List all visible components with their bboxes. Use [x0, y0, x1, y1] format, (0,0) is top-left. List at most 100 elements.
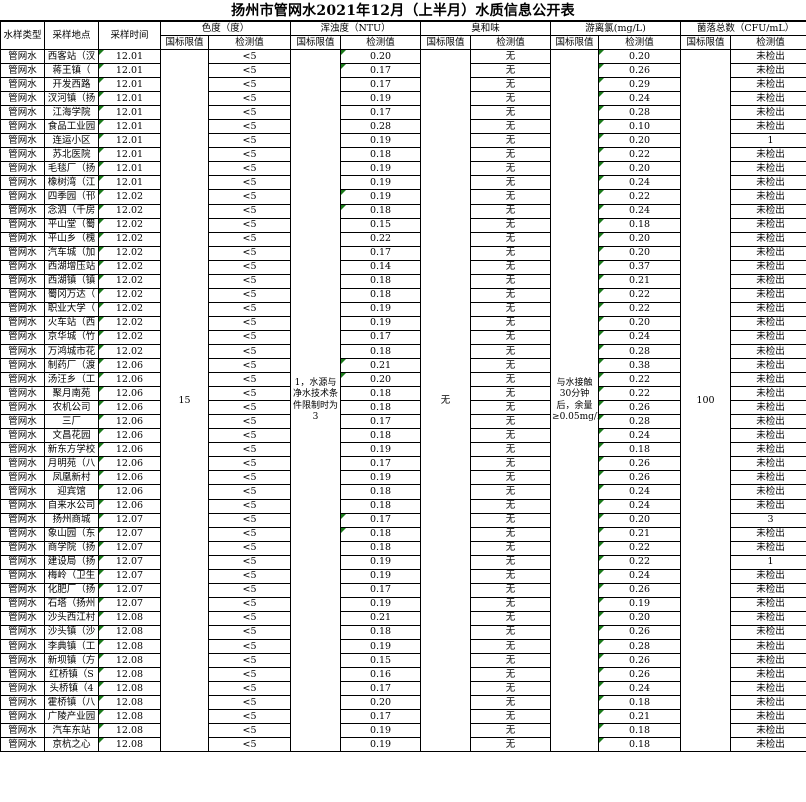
cell-sample-location[interactable]: 火车站（西	[44, 315, 99, 331]
cell-sample-time[interactable]: 12.08	[98, 723, 161, 739]
cell-sample-type[interactable]: 管网水	[0, 48, 45, 65]
cell-color-value[interactable]: <5	[207, 119, 292, 135]
cell-odor-value[interactable]: 无	[470, 189, 552, 205]
cell-sample-type[interactable]: 管网水	[0, 161, 45, 177]
cell-turbidity-value[interactable]: 0.22	[340, 231, 422, 247]
cell-sample-location[interactable]: 汽车东站	[44, 723, 99, 739]
cell-sample-location[interactable]: 四季园（邗	[44, 189, 99, 205]
cell-sample-location[interactable]: 蒋王镇（	[44, 63, 99, 79]
cell-odor-value[interactable]: 无	[470, 231, 552, 247]
cell-turbidity-value[interactable]: 0.21	[340, 610, 422, 626]
cell-color-value[interactable]: <5	[207, 554, 292, 570]
cell-sample-location[interactable]: 西客站（汊	[44, 48, 99, 65]
cell-turbidity-value[interactable]: 0.16	[340, 667, 422, 683]
cell-sample-type[interactable]: 管网水	[0, 526, 45, 542]
cell-colony-value[interactable]: 未检出	[730, 568, 806, 584]
cell-color-value[interactable]: <5	[207, 695, 292, 711]
cell-sample-time[interactable]: 12.08	[98, 610, 161, 626]
cell-odor-value[interactable]: 无	[470, 77, 552, 93]
cell-sample-location[interactable]: 连运小区	[44, 133, 99, 149]
cell-chlorine-value[interactable]: 0.24	[598, 498, 682, 514]
cell-chlorine-value[interactable]: 0.18	[598, 442, 682, 458]
cell-sample-type[interactable]: 管网水	[0, 610, 45, 626]
cell-turbidity-value[interactable]: 0.17	[340, 77, 422, 93]
cell-sample-time[interactable]: 12.01	[98, 91, 161, 107]
cell-sample-time[interactable]: 12.02	[98, 245, 161, 261]
cell-sample-type[interactable]: 管网水	[0, 695, 45, 711]
cell-odor-value[interactable]: 无	[470, 526, 552, 542]
cell-sample-type[interactable]: 管网水	[0, 231, 45, 247]
cell-sample-time[interactable]: 12.07	[98, 568, 161, 584]
cell-sample-time[interactable]: 12.07	[98, 526, 161, 542]
cell-odor-value[interactable]: 无	[470, 442, 552, 458]
cell-sample-location[interactable]: 广陵产业园	[44, 709, 99, 725]
cell-sample-time[interactable]: 12.06	[98, 498, 161, 514]
cell-odor-value[interactable]: 无	[470, 133, 552, 149]
cell-colony-value[interactable]: 未检出	[730, 414, 806, 430]
cell-chlorine-value[interactable]: 0.26	[598, 63, 682, 79]
cell-turbidity-value[interactable]: 0.17	[340, 329, 422, 345]
cell-sample-location[interactable]: 西湖增压站	[44, 259, 99, 275]
cell-color-value[interactable]: <5	[207, 624, 292, 640]
cell-turbidity-value[interactable]: 0.18	[340, 526, 422, 542]
cell-odor-value[interactable]: 无	[470, 428, 552, 444]
cell-chlorine-value[interactable]: 0.22	[598, 386, 682, 402]
cell-chlorine-value[interactable]: 0.28	[598, 414, 682, 430]
cell-sample-location[interactable]: 平山堂（蜀	[44, 217, 99, 233]
cell-chlorine-value[interactable]: 0.18	[598, 723, 682, 739]
cell-colony-value[interactable]: 未检出	[730, 667, 806, 683]
cell-odor-value[interactable]: 无	[470, 217, 552, 233]
cell-odor-value[interactable]: 无	[470, 653, 552, 669]
cell-colony-value[interactable]: 3	[730, 512, 806, 528]
cell-sample-time[interactable]: 12.01	[98, 77, 161, 93]
cell-sample-type[interactable]: 管网水	[0, 512, 45, 528]
cell-sample-time[interactable]: 12.08	[98, 653, 161, 669]
cell-chlorine-value[interactable]: 0.26	[598, 653, 682, 669]
cell-color-value[interactable]: <5	[207, 653, 292, 669]
cell-odor-value[interactable]: 无	[470, 540, 552, 556]
cell-odor-value[interactable]: 无	[470, 343, 552, 360]
cell-sample-location[interactable]: 月明苑（八	[44, 456, 99, 472]
cell-odor-value[interactable]: 无	[470, 245, 552, 261]
cell-odor-value[interactable]: 无	[470, 470, 552, 486]
cell-color-value[interactable]: <5	[207, 681, 292, 697]
cell-color-value[interactable]: <5	[207, 596, 292, 612]
cell-chlorine-value[interactable]: 0.22	[598, 189, 682, 205]
cell-chlorine-value[interactable]: 0.21	[598, 526, 682, 542]
cell-colony-value[interactable]: 未检出	[730, 681, 806, 697]
cell-sample-location[interactable]: 制药厂（渡	[44, 358, 99, 374]
cell-chlorine-value[interactable]: 0.38	[598, 358, 682, 374]
cell-sample-time[interactable]: 12.01	[98, 161, 161, 177]
cell-chlorine-value[interactable]: 0.22	[598, 372, 682, 388]
cell-odor-value[interactable]: 无	[470, 456, 552, 472]
cell-colony-value[interactable]: 未检出	[730, 737, 806, 753]
cell-odor-value[interactable]: 无	[470, 386, 552, 402]
cell-colony-value[interactable]: 未检出	[730, 442, 806, 458]
table-row[interactable]: 管网水 西客站（汊 12.01 15 <5 1，水源与净水技术条件限制时为3 0.20 无无与…	[0, 48, 806, 753]
cell-color-value[interactable]: <5	[207, 343, 292, 360]
cell-sample-location[interactable]: 红桥镇（S	[44, 667, 99, 683]
cell-color-value[interactable]: <5	[207, 526, 292, 542]
cell-sample-type[interactable]: 管网水	[0, 343, 45, 360]
cell-turbidity-value[interactable]: 0.19	[340, 91, 422, 107]
cell-chlorine-limit[interactable]: 与水接触30分钟后，余量≥0.05mg/L	[550, 48, 600, 753]
cell-chlorine-value[interactable]: 0.24	[598, 681, 682, 697]
cell-colony-value[interactable]: 1	[730, 554, 806, 570]
cell-colony-value[interactable]: 未检出	[730, 175, 806, 191]
cell-turbidity-value[interactable]: 0.19	[340, 470, 422, 486]
cell-color-value[interactable]: <5	[207, 245, 292, 261]
cell-odor-value[interactable]: 无	[470, 175, 552, 191]
cell-colony-value[interactable]: 未检出	[730, 358, 806, 374]
cell-sample-location[interactable]: 文昌花园	[44, 428, 99, 444]
cell-sample-location[interactable]: 三厂	[44, 414, 99, 430]
cell-colony-value[interactable]: 未检出	[730, 329, 806, 345]
cell-colony-value[interactable]: 未检出	[730, 709, 806, 725]
cell-sample-type[interactable]: 管网水	[0, 709, 45, 725]
